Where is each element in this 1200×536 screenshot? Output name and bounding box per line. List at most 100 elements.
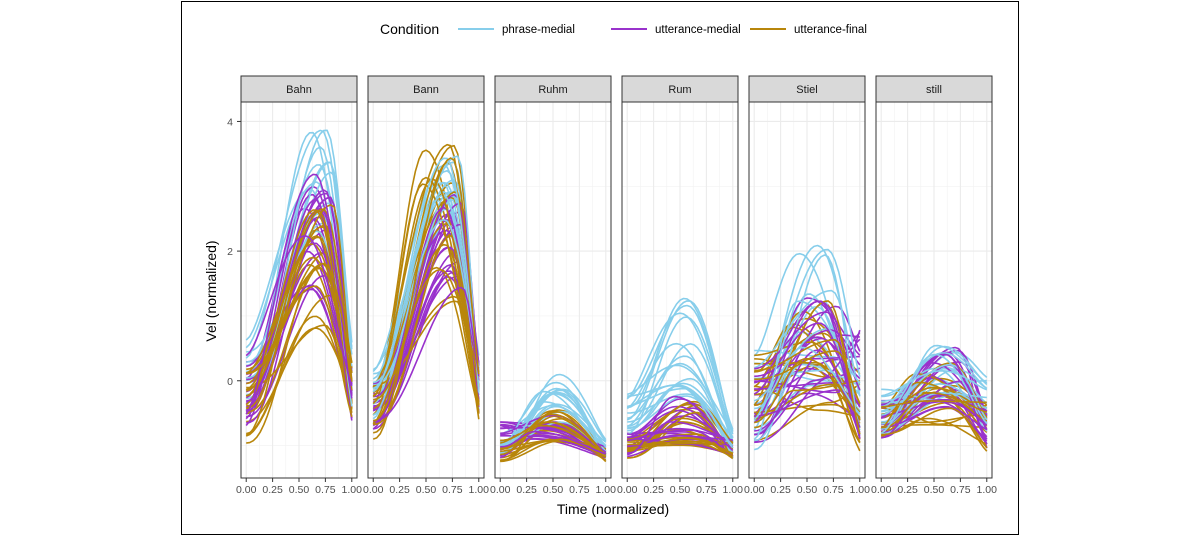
x-tick-label: 1.00 [469,484,490,496]
curve-phrase-medial [881,353,988,425]
facet-panel-Stiel: Stiel 0.00 0.25 0.50 0.75 1.00 [744,75,871,496]
x-tick-label: 0.25 [770,484,791,496]
curve-utterance-final [881,392,988,429]
curve-utterance-final [500,438,607,459]
x-tick-label: 0.75 [442,484,463,496]
curve-utterance-final [373,243,480,406]
curve-utterance-final [246,204,353,391]
curve-phrase-medial [626,364,734,433]
curve-utterance-final [373,157,480,422]
curve-utterance-final [754,358,861,424]
facet-strip-label: Stiel [796,84,817,96]
facet-panel-Ruhm: Ruhm 0.00 0.25 0.50 0.75 1.00 [490,75,616,496]
x-tick-label: 0.50 [543,484,564,496]
x-tick-label: 0.00 [490,484,511,496]
curve-utterance-final [372,144,480,416]
legend-title: Condition [380,21,439,37]
facet-panel-Bahn: Bahn 0.00 0.25 0.50 0.75 1.00 0 2 4 [227,75,363,496]
facet-strip-label: Ruhm [538,84,567,96]
x-tick-label: 0.75 [696,484,717,496]
facet-strip [240,75,358,103]
facet-strip-label: Rum [668,84,691,96]
curve-phrase-medial [627,297,734,430]
x-tick-label: 1.00 [850,484,871,496]
x-tick-label: 0.50 [289,484,310,496]
curve-phrase-medial [245,129,353,359]
legend-label-phrase-medial: phrase-medial [502,24,575,36]
x-tick-label: 1.00 [723,484,744,496]
curve-utterance-final [627,400,734,444]
curve-utterance-final [372,268,480,425]
curve-utterance-final [245,315,353,435]
series-curves [880,344,988,452]
curve-utterance-final [627,441,733,445]
legend-label-utterance-final: utterance-final [794,24,867,36]
x-tick-label: 0.50 [670,484,691,496]
x-tick-label: 0.25 [643,484,664,496]
curve-phrase-medial [372,157,480,390]
chart-frame: Condition phrase-medial utterance-medial ut… [181,1,1019,535]
legend-label-utterance-medial: utterance-medial [655,24,741,36]
curve-utterance-final [754,350,861,405]
x-tick-label: 0.25 [897,484,918,496]
y-tick-label: 4 [227,116,233,128]
curve-phrase-medial [626,355,734,459]
x-tick-label: 1.00 [342,484,363,496]
curve-phrase-medial [881,344,988,429]
curve-utterance-medial [753,322,861,428]
legend-item-utterance-medial: utterance-medial [611,24,741,36]
legend-item-utterance-final: utterance-final [750,24,867,36]
curve-utterance-final [627,440,734,458]
facet-strip [367,75,485,103]
facet-strip-label: still [926,84,942,96]
x-tick-label: 0.50 [416,484,437,496]
facet-panel-Bann: Bann 0.00 0.25 0.50 0.75 1.00 [363,75,490,496]
curve-phrase-medial [372,218,480,416]
x-tick-label: 0.00 [871,484,892,496]
curve-utterance-final [881,417,988,445]
curve-utterance-final [881,407,988,449]
x-tick-label: 0.50 [797,484,818,496]
series-curves [372,143,480,440]
facet-strip [875,75,993,103]
curve-phrase-medial [881,352,988,408]
x-axis-title: Time (normalized) [557,501,669,517]
curve-phrase-medial [881,370,988,397]
curve-phrase-medial [753,248,861,421]
curve-phrase-medial [754,254,861,451]
curve-utterance-final [246,262,353,375]
x-tick-label: 0.75 [950,484,971,496]
series-curves [245,129,353,444]
x-tick-label: 0.75 [315,484,336,496]
facet-strip [621,75,739,103]
facet-strip [748,75,866,103]
legend: Condition phrase-medial utterance-medial ut… [380,21,867,37]
curve-utterance-medial [627,409,734,458]
x-tick-label: 0.00 [617,484,638,496]
curve-utterance-medial [245,235,353,387]
legend-item-phrase-medial: phrase-medial [458,24,575,36]
facet-strip-label: Bann [413,84,439,96]
x-tick-label: 0.50 [924,484,945,496]
x-tick-label: 0.75 [569,484,590,496]
x-tick-label: 0.00 [363,484,384,496]
x-tick-label: 0.25 [389,484,410,496]
series-curves [753,244,861,452]
curve-phrase-medial [626,304,734,442]
curve-utterance-final [500,411,607,456]
curve-utterance-final [754,339,861,435]
curve-utterance-final [754,383,861,442]
curve-utterance-final [245,209,353,436]
curve-utterance-medial [627,427,733,442]
series-curves [499,373,607,463]
curve-utterance-medial [627,429,734,457]
curve-utterance-final [754,362,861,452]
facet-panel-Rum: Rum 0.00 0.25 0.50 0.75 1.00 [617,75,744,496]
curve-phrase-medial [626,316,734,435]
curve-utterance-medial [754,367,861,444]
facet-strip-label: Bahn [286,84,312,96]
y-axis-title: Vel (normalized) [203,240,219,341]
facet-strip [494,75,612,103]
x-tick-label: 0.75 [823,484,844,496]
curve-phrase-medial [627,384,734,438]
